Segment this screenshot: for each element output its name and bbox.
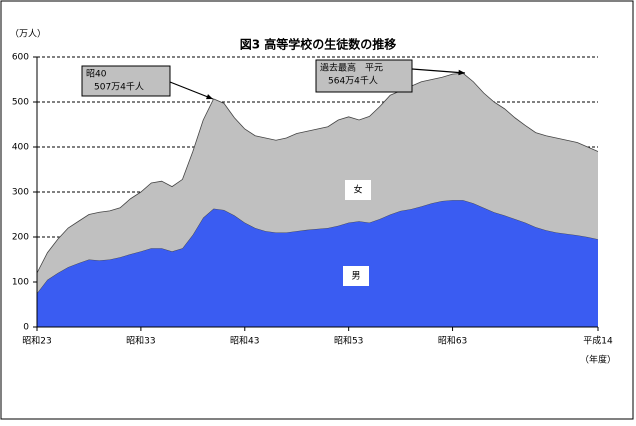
x-tick-label: 昭和43 <box>230 336 259 347</box>
annotation-arrow <box>411 68 466 74</box>
y-tick-label: 100 <box>12 278 29 288</box>
annotation-arrow <box>169 81 214 100</box>
y-tick-label: 400 <box>12 143 29 153</box>
series-label-box <box>345 180 371 200</box>
arrow-head <box>458 69 465 76</box>
annotation: 507万4千人 <box>94 82 144 93</box>
y-tick-label: 300 <box>12 188 29 198</box>
series-label: 女 <box>353 184 362 196</box>
annotation: 昭40 <box>86 69 107 80</box>
y-tick-label: 200 <box>12 233 29 243</box>
area <box>37 200 598 327</box>
x-tick-label: 昭和23 <box>22 336 51 347</box>
annotation-box <box>315 59 413 93</box>
annotation: 過去最高 平元 <box>320 62 383 74</box>
series-label-box <box>343 266 369 286</box>
chart-title: 図3 高等学校の生徒数の推移 <box>240 37 397 52</box>
y-tick-label: 0 <box>23 323 29 333</box>
y-axis-label: （万人） <box>10 29 46 40</box>
y-tick-label: 500 <box>12 98 29 108</box>
annotation: 564万4千人 <box>328 76 378 87</box>
x-tick-label: 昭和63 <box>438 336 467 347</box>
x-tick-label: 平成14 <box>583 335 613 347</box>
y-tick-label: 600 <box>12 53 29 63</box>
x-tick-label: 昭和33 <box>126 336 155 347</box>
arrow-head <box>206 94 213 100</box>
series-label: 男 <box>351 271 360 282</box>
area <box>37 73 598 294</box>
x-axis-label: （年度） <box>580 354 616 366</box>
area-outline <box>36 72 599 274</box>
annotation-box <box>81 65 171 97</box>
x-tick-label: 昭和53 <box>334 336 363 347</box>
